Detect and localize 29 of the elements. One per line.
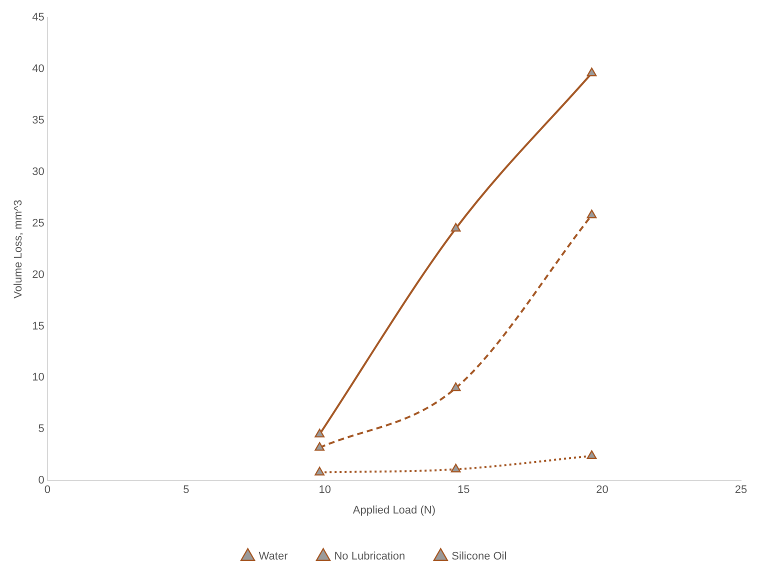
y-tick-label: 10 [32, 372, 44, 384]
point [450, 464, 461, 472]
y-tick-label: 25 [32, 217, 44, 230]
y-tick-label: 20 [32, 268, 44, 281]
legend-label: No Lubrication [334, 550, 406, 563]
x-tick-label: 5 [183, 484, 190, 496]
point [450, 382, 461, 392]
x-axis-title: Applied Load (N) [352, 504, 436, 516]
point [314, 466, 325, 476]
y-tick-label: 40 [32, 63, 44, 76]
point [586, 450, 597, 460]
legend-label: Water [258, 550, 288, 563]
y-axis-title: Volume Loss, mm^3 [12, 200, 25, 298]
x-tick-label: 20 [596, 484, 608, 496]
point [314, 442, 325, 451]
y-tick-label: 15 [32, 320, 44, 332]
y-tick-label: 45 [32, 12, 44, 24]
point [586, 210, 597, 218]
y-tick-label: 5 [38, 423, 44, 436]
point [450, 222, 461, 232]
x-tick-label: 25 [734, 484, 748, 496]
x-tick-label: 15 [457, 484, 470, 496]
point [586, 68, 597, 76]
point [314, 428, 325, 438]
y-tick-label: 35 [32, 114, 44, 127]
y-tick-label: 30 [32, 166, 44, 178]
x-tick-label: 10 [318, 484, 331, 496]
legend-label: Silicone Oil [452, 550, 507, 563]
y-tick-label: 0 [38, 474, 44, 487]
